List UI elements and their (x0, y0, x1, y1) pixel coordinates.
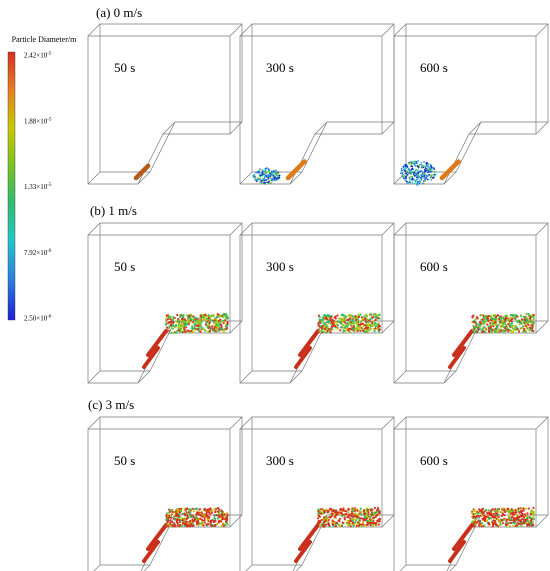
time-label: 300 s (266, 259, 294, 274)
colorbar-gradient (7, 51, 16, 321)
row-label-b: (b) 1 m/s (90, 203, 137, 218)
panels: 50 s 300 s 600 s 50 s 300 s 600 s 50 s 300 s 600… (87, 23, 549, 571)
colorbar-title: Particle Diameter/m (12, 35, 77, 44)
time-label: 600 s (420, 60, 448, 75)
row-label-a: (a) 0 m/s (96, 5, 142, 20)
time-label: 50 s (114, 453, 135, 468)
time-label: 600 s (420, 259, 448, 274)
particle-cloud (399, 159, 461, 186)
time-label: 50 s (114, 60, 135, 75)
time-label: 300 s (266, 453, 294, 468)
particle-cloud (252, 159, 307, 185)
colorbar-tick-label: 2.42×10-5 (24, 52, 52, 60)
particle-cloud (142, 506, 229, 563)
particle-cloud (294, 506, 381, 563)
colorbar-tick-label: 1.33×10-5 (24, 183, 52, 191)
time-label: 300 s (266, 60, 294, 75)
colorbar-tick-label: 7.92×10-6 (24, 249, 52, 257)
panel-1-2: 300 s (239, 23, 395, 185)
panel-2-3: 600 s (393, 222, 549, 384)
particle-cloud (448, 312, 535, 369)
colorbar-tick-label: 2.50×10-6 (24, 315, 52, 323)
panel-3-2: 300 s (239, 416, 395, 571)
panel-3-1: 50 s (87, 416, 243, 571)
panel-2-1: 50 s (87, 222, 243, 384)
colorbar-ticks: 2.42×10-5 1.88×10-5 1.33×10-5 7.92×10-6 2.50… (24, 52, 52, 323)
particle-cloud (294, 312, 382, 369)
panel-1-3: 600 s (393, 23, 549, 186)
colorbar-tick-label: 1.88×10-5 (24, 117, 52, 125)
particle-cloud (133, 163, 151, 181)
row-label-c: (c) 3 m/s (88, 397, 134, 412)
panel-1-1: 50 s (87, 23, 243, 185)
time-label: 50 s (114, 259, 135, 274)
particle-cloud (142, 312, 229, 369)
panel-2-2: 300 s (239, 222, 395, 384)
panel-3-3: 600 s (393, 416, 549, 571)
particle-cloud (448, 506, 536, 563)
time-label: 600 s (420, 453, 448, 468)
colorbar: Particle Diameter/m 2.42×10-5 1.88×10-5 1.… (7, 35, 77, 323)
